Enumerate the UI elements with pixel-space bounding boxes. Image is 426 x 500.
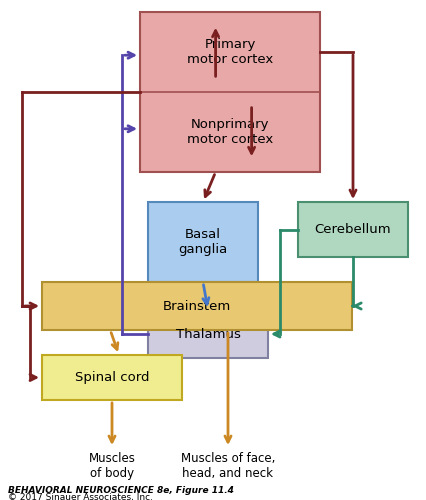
FancyBboxPatch shape <box>42 282 352 330</box>
FancyBboxPatch shape <box>298 202 408 257</box>
Text: Nonprimary
motor cortex: Nonprimary motor cortex <box>187 118 273 146</box>
FancyBboxPatch shape <box>140 12 320 172</box>
Text: Thalamus: Thalamus <box>176 328 240 340</box>
Text: Cerebellum: Cerebellum <box>315 223 391 236</box>
FancyBboxPatch shape <box>148 310 268 358</box>
Text: Basal
ganglia: Basal ganglia <box>178 228 227 256</box>
FancyBboxPatch shape <box>148 202 258 282</box>
Text: Primary
motor cortex: Primary motor cortex <box>187 38 273 66</box>
Text: Spinal cord: Spinal cord <box>75 371 149 384</box>
Text: Muscles
of body: Muscles of body <box>89 452 135 480</box>
Text: © 2017 Sinauer Associates, Inc.: © 2017 Sinauer Associates, Inc. <box>8 493 153 500</box>
FancyBboxPatch shape <box>42 355 182 400</box>
Text: Brainstem: Brainstem <box>163 300 231 312</box>
Text: Muscles of face,
head, and neck: Muscles of face, head, and neck <box>181 452 275 480</box>
Text: BEHAVIORAL NEUROSCIENCE 8e, Figure 11.4: BEHAVIORAL NEUROSCIENCE 8e, Figure 11.4 <box>8 486 234 495</box>
